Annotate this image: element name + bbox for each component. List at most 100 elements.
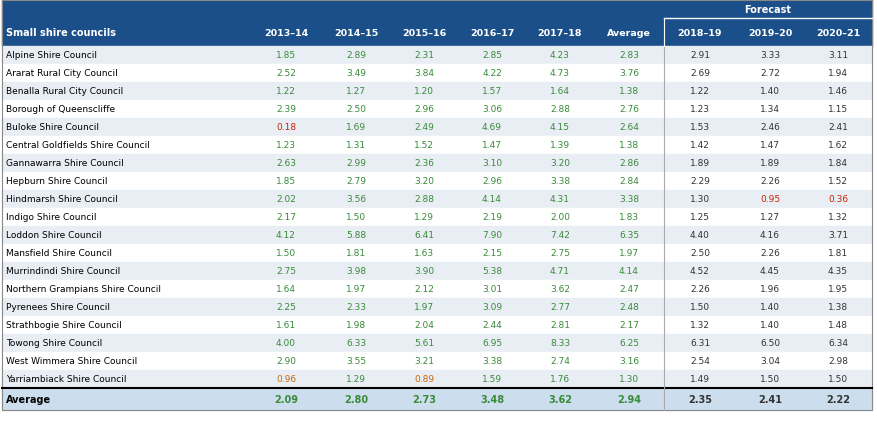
Text: 2.79: 2.79 (346, 177, 366, 186)
Text: 1.52: 1.52 (827, 177, 847, 186)
Text: 2.31: 2.31 (414, 52, 433, 60)
Text: 2.02: 2.02 (275, 195, 296, 204)
Text: Strathbogie Shire Council: Strathbogie Shire Council (6, 321, 122, 330)
Text: 2.26: 2.26 (759, 177, 779, 186)
Text: 3.38: 3.38 (618, 195, 638, 204)
Bar (2, 173, 871, 190)
Text: 7.42: 7.42 (549, 231, 569, 240)
Text: 3.62: 3.62 (549, 285, 569, 294)
Text: 1.98: 1.98 (346, 321, 366, 330)
Text: 2.84: 2.84 (618, 177, 638, 186)
Text: 2.17: 2.17 (618, 321, 638, 330)
Text: 2.52: 2.52 (275, 69, 296, 78)
Text: Alpine Shire Council: Alpine Shire Council (6, 52, 96, 60)
Text: 1.49: 1.49 (689, 374, 709, 383)
Text: 1.64: 1.64 (549, 87, 569, 96)
Bar (2, 316, 871, 334)
Text: 4.40: 4.40 (689, 231, 709, 240)
Text: Borough of Queenscliffe: Borough of Queenscliffe (6, 105, 115, 114)
Bar (2, 155, 871, 173)
Text: 1.50: 1.50 (275, 249, 296, 258)
Text: 2.35: 2.35 (688, 394, 711, 404)
Text: 1.32: 1.32 (827, 213, 847, 222)
Text: 2.85: 2.85 (481, 52, 502, 60)
Bar (2, 208, 871, 227)
Text: 0.18: 0.18 (275, 123, 296, 132)
Text: 2.25: 2.25 (275, 303, 296, 312)
Text: West Wimmera Shire Council: West Wimmera Shire Council (6, 357, 137, 366)
Bar (2, 262, 871, 280)
Text: Towong Shire Council: Towong Shire Council (6, 339, 102, 348)
Text: 3.20: 3.20 (414, 177, 433, 186)
Text: 2.75: 2.75 (549, 249, 569, 258)
Bar (2, 47, 871, 65)
Text: 1.30: 1.30 (618, 374, 638, 383)
Text: Benalla Rural City Council: Benalla Rural City Council (6, 87, 123, 96)
Text: 4.12: 4.12 (275, 231, 296, 240)
Text: 2.75: 2.75 (275, 267, 296, 276)
Text: 4.15: 4.15 (549, 123, 569, 132)
Text: 1.95: 1.95 (827, 285, 847, 294)
Text: 2.46: 2.46 (759, 123, 779, 132)
Text: 5.38: 5.38 (481, 267, 502, 276)
Text: 3.71: 3.71 (827, 231, 847, 240)
Text: 1.50: 1.50 (346, 213, 366, 222)
Text: 1.94: 1.94 (827, 69, 847, 78)
Text: 1.84: 1.84 (827, 159, 847, 168)
Text: Loddon Shire Council: Loddon Shire Council (6, 231, 102, 240)
Text: 1.23: 1.23 (689, 105, 709, 114)
Text: 5.88: 5.88 (346, 231, 366, 240)
Text: 0.95: 0.95 (759, 195, 779, 204)
Text: 0.36: 0.36 (827, 195, 847, 204)
Text: 0.89: 0.89 (413, 374, 433, 383)
Text: 3.49: 3.49 (346, 69, 366, 78)
Text: 1.40: 1.40 (759, 321, 779, 330)
Text: 4.14: 4.14 (618, 267, 638, 276)
Text: 1.38: 1.38 (827, 303, 847, 312)
Text: 2019–20: 2019–20 (747, 29, 791, 37)
Text: 2.72: 2.72 (759, 69, 779, 78)
Text: 3.01: 3.01 (481, 285, 502, 294)
Text: 2.48: 2.48 (618, 303, 638, 312)
Text: 2.99: 2.99 (346, 159, 366, 168)
Text: Buloke Shire Council: Buloke Shire Council (6, 123, 99, 132)
Text: Pyrenees Shire Council: Pyrenees Shire Council (6, 303, 110, 312)
Text: 2.89: 2.89 (346, 52, 366, 60)
Text: 1.22: 1.22 (275, 87, 296, 96)
Text: 2.50: 2.50 (689, 249, 709, 258)
Text: Murrindindi Shire Council: Murrindindi Shire Council (6, 267, 120, 276)
Text: 2.69: 2.69 (689, 69, 709, 78)
Text: 2.29: 2.29 (689, 177, 709, 186)
Text: Central Goldfields Shire Council: Central Goldfields Shire Council (6, 141, 150, 150)
Text: 3.38: 3.38 (481, 357, 502, 366)
Text: 3.90: 3.90 (413, 267, 433, 276)
Text: 1.48: 1.48 (827, 321, 847, 330)
Text: 1.50: 1.50 (689, 303, 709, 312)
Text: 4.73: 4.73 (549, 69, 569, 78)
Text: 6.95: 6.95 (481, 339, 502, 348)
Text: 2.04: 2.04 (414, 321, 433, 330)
Text: 2014–15: 2014–15 (333, 29, 378, 37)
Text: 1.27: 1.27 (346, 87, 366, 96)
Text: 2.17: 2.17 (275, 213, 296, 222)
Text: 2.77: 2.77 (549, 303, 569, 312)
Text: 1.57: 1.57 (481, 87, 502, 96)
Text: 1.34: 1.34 (759, 105, 779, 114)
Text: 2.41: 2.41 (757, 394, 781, 404)
Text: 2.94: 2.94 (617, 394, 640, 404)
Text: 5.61: 5.61 (413, 339, 433, 348)
Text: 2.98: 2.98 (827, 357, 847, 366)
Text: 4.14: 4.14 (481, 195, 502, 204)
Text: 2017–18: 2017–18 (537, 29, 581, 37)
Text: 1.39: 1.39 (549, 141, 569, 150)
Text: 3.98: 3.98 (346, 267, 366, 276)
Text: 0.96: 0.96 (275, 374, 296, 383)
Bar (2, 83, 871, 101)
Text: 2.00: 2.00 (549, 213, 569, 222)
Text: 2.88: 2.88 (414, 195, 433, 204)
Text: 3.11: 3.11 (827, 52, 847, 60)
Text: 1.97: 1.97 (618, 249, 638, 258)
Text: 3.48: 3.48 (480, 394, 503, 404)
Text: 1.85: 1.85 (275, 52, 296, 60)
Text: 2.15: 2.15 (481, 249, 502, 258)
